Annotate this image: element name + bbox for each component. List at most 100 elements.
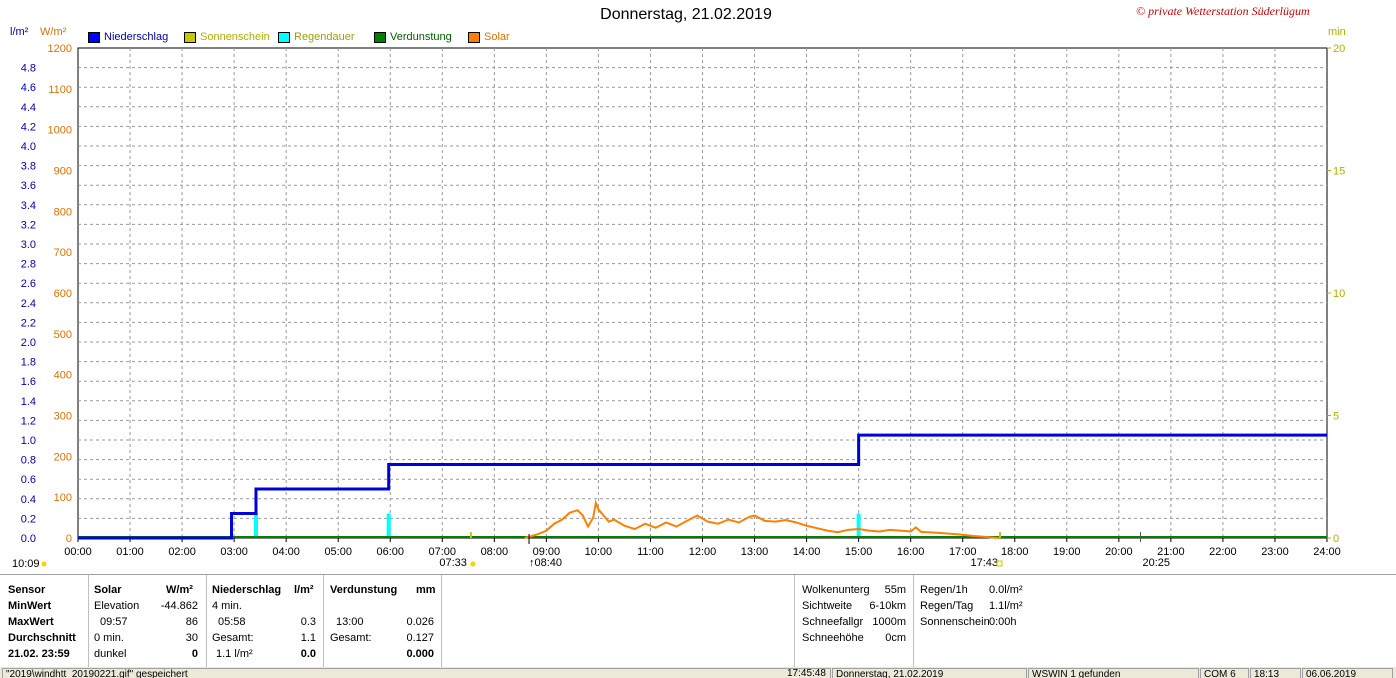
y-solar-tick-label: 0 bbox=[66, 533, 72, 545]
y-rain-tick-label: 4.0 bbox=[21, 141, 36, 153]
y-solar-tick-label: 700 bbox=[54, 247, 72, 259]
niederschlag-unit: l/m² bbox=[294, 584, 314, 596]
x-tick-label: 12:00 bbox=[689, 546, 717, 558]
status-port: COM 6 bbox=[1200, 668, 1249, 678]
solar-r3-label: 0 min. bbox=[94, 632, 124, 644]
y-rain-tick-label: 4.4 bbox=[21, 102, 36, 114]
y-rain-tick-label: 4.6 bbox=[21, 82, 36, 94]
solar-r1-label: Elevation bbox=[94, 600, 140, 612]
status-clock: 18:13 bbox=[1250, 668, 1301, 678]
data-table: Sensor MinWert MaxWert Durchschnitt 21.0… bbox=[0, 574, 1396, 668]
solar-r4-label: dunkel bbox=[94, 648, 127, 660]
verdunstung-r2-label: 13:00 bbox=[336, 616, 364, 628]
minwert-label: MinWert bbox=[8, 600, 52, 612]
legend-swatch bbox=[374, 31, 386, 43]
status-date: Donnerstag, 21.02.2019 bbox=[832, 668, 1027, 678]
start-dot bbox=[41, 561, 47, 567]
sunrise-label: 07:33 bbox=[439, 557, 467, 569]
x-tick-label: 15:00 bbox=[845, 546, 873, 558]
copyright-label: © private Wetterstation Süderlügum bbox=[1136, 4, 1310, 18]
legend-item-sonnenschein: Sonnenschein bbox=[184, 31, 270, 43]
series-solar bbox=[524, 499, 1001, 539]
y-solar-tick-label: 300 bbox=[54, 411, 72, 423]
series-niederschlag bbox=[78, 433, 1327, 540]
legend-label: Solar bbox=[484, 31, 510, 43]
verdunstung-header: Verdunstung bbox=[330, 584, 398, 596]
y-rain-tick-label: 2.0 bbox=[21, 337, 36, 349]
y-solar-tick-label: 1000 bbox=[48, 125, 72, 137]
info-label: Regen/Tag bbox=[920, 600, 974, 612]
niederschlag-r1-label: 4 min. bbox=[212, 600, 242, 612]
legend-label: Sonnenschein bbox=[200, 31, 270, 43]
y-rain-tick-label: 2.2 bbox=[21, 317, 36, 329]
maxwert-label: MaxWert bbox=[8, 616, 54, 628]
status-bar: "2019\windhtt_20190221.gif" gespeichert … bbox=[0, 667, 1396, 678]
x-tick-label: 11:00 bbox=[637, 546, 664, 558]
weather-chart: 00:00 01:00 02:00 03:00 04:00 05:00 06:00 07:00… bbox=[12, 43, 1345, 570]
legend-item-niederschlag: Niederschlag bbox=[88, 31, 168, 43]
legend-swatch bbox=[468, 31, 480, 43]
y-solar-tick-label: 600 bbox=[54, 288, 72, 300]
y-rain-tick-label: 0.4 bbox=[21, 494, 36, 506]
x-tick-label: 13:00 bbox=[741, 546, 769, 558]
sensor-header: Sensor bbox=[8, 584, 46, 596]
y-solar-tick-label: 400 bbox=[54, 370, 72, 382]
solar-r3-value: 30 bbox=[185, 632, 198, 644]
regendauer-bar bbox=[386, 513, 391, 538]
y-right-tick-label: 5 bbox=[1333, 411, 1339, 423]
status-file: "2019\windhtt_20190221.gif" gespeichert bbox=[2, 668, 831, 678]
y-rain-tick-label: 2.8 bbox=[21, 259, 36, 271]
info-value: 1000m bbox=[872, 616, 906, 628]
y-right-tick-label: 10 bbox=[1333, 288, 1345, 300]
regendauer-bar bbox=[856, 513, 861, 538]
start-time-label: 10:09 bbox=[12, 558, 40, 570]
unit-rain: l/m² bbox=[10, 26, 29, 38]
verdunstung-r2-value: 0.026 bbox=[406, 616, 434, 628]
x-tick-label: 10:00 bbox=[585, 546, 613, 558]
verdunstung-r3-value: 0.127 bbox=[406, 632, 434, 644]
info-value: 6-10km bbox=[869, 600, 906, 612]
y-rain-tick-label: 1.8 bbox=[21, 357, 36, 369]
x-tick-label: 05:00 bbox=[324, 546, 352, 558]
niederschlag-r4-label: 1.1 l/m² bbox=[216, 648, 253, 660]
y-rain-tick-label: 0.8 bbox=[21, 455, 36, 467]
y-right-tick-label: 15 bbox=[1333, 166, 1345, 178]
unit-solar: W/m² bbox=[40, 26, 67, 38]
info-value: 1.1l/m² bbox=[989, 600, 1023, 612]
x-tick-label: 24:00 bbox=[1313, 546, 1341, 558]
x-tick-label: 16:00 bbox=[897, 546, 925, 558]
legend-item-regendauer: Regendauer bbox=[278, 31, 355, 43]
legend-swatch bbox=[278, 31, 290, 43]
niederschlag-r2-label: 05:58 bbox=[218, 616, 246, 628]
info-label: Schneehöhe bbox=[802, 632, 864, 644]
moon-label: 20:25 bbox=[1143, 557, 1171, 569]
x-tick-label: 01:00 bbox=[116, 546, 144, 558]
solar-r4-value: 0 bbox=[191, 648, 198, 660]
x-tick-label: 20:00 bbox=[1105, 546, 1133, 558]
legend-swatch bbox=[88, 31, 100, 43]
durchschnitt-label: Durchschnitt bbox=[8, 632, 76, 644]
transit-label: ↑08:40 bbox=[529, 557, 562, 569]
y-rain-tick-label: 3.2 bbox=[21, 219, 36, 231]
info-value: 0cm bbox=[885, 632, 906, 644]
legend-label: Verdunstung bbox=[390, 31, 452, 43]
y-rain-tick-label: 4.2 bbox=[21, 121, 36, 133]
solar-header: Solar bbox=[94, 584, 122, 596]
niederschlag-r3-value: 1.1 bbox=[300, 632, 316, 644]
verdunstung-r3-label: Gesamt: bbox=[330, 632, 372, 644]
info-label: Sonnenschein bbox=[920, 616, 990, 628]
sunset-label: 17:43 bbox=[970, 557, 998, 569]
y-rain-tick-label: 4.8 bbox=[21, 63, 36, 75]
y-rain-tick-label: 1.6 bbox=[21, 376, 36, 388]
y-solar-tick-label: 900 bbox=[54, 166, 72, 178]
info-label: Sichtweite bbox=[802, 600, 853, 612]
x-tick-label: 00:00 bbox=[64, 546, 92, 558]
status-date2: 06.06.2019 bbox=[1302, 668, 1393, 678]
x-tick-label: 22:00 bbox=[1209, 546, 1237, 558]
legend-label: Regendauer bbox=[294, 31, 355, 43]
x-tick-label: 04:00 bbox=[272, 546, 300, 558]
unit-minutes: min bbox=[1328, 26, 1346, 38]
solar-r1-value: -44.862 bbox=[160, 600, 198, 612]
info-value: 0.0l/m² bbox=[989, 584, 1023, 596]
y-solar-tick-label: 1200 bbox=[48, 43, 72, 55]
